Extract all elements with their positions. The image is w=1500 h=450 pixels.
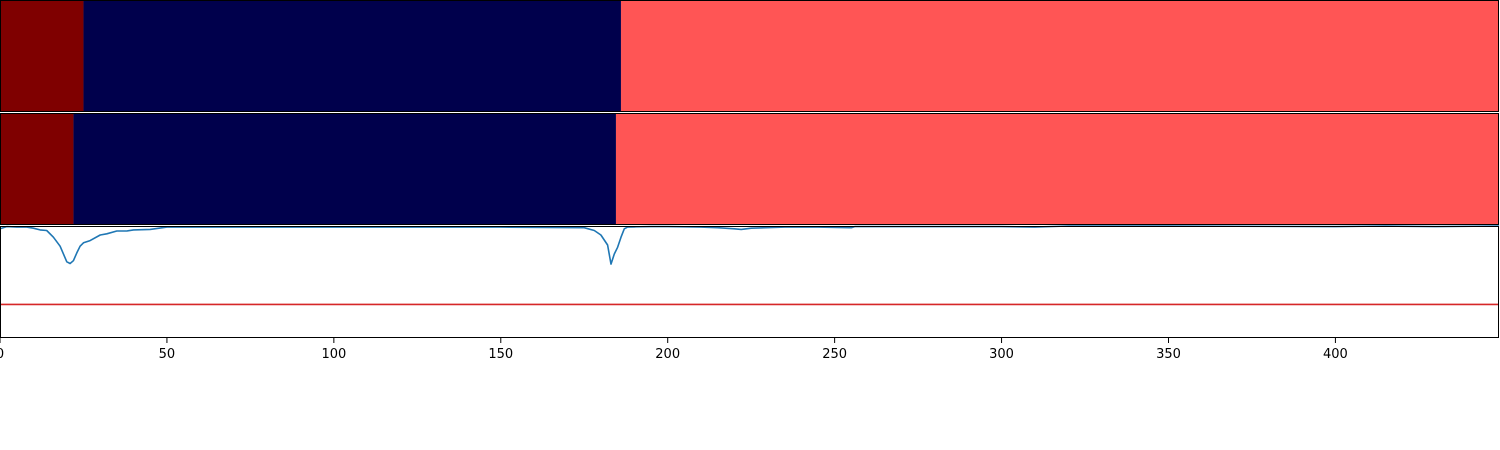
bar-top-segment-3 [620, 0, 1499, 112]
x-tick-label: 300 [989, 347, 1014, 362]
line-plot [0, 225, 1500, 338]
bar-middle-segment-2 [73, 113, 616, 225]
bar-middle-segment-1 [0, 113, 74, 225]
segmented-bar-middle [0, 113, 1499, 225]
x-tick-label: 400 [1323, 347, 1348, 362]
x-tick-label: 250 [822, 347, 847, 362]
plot-frame [0, 226, 1499, 338]
x-tick-label: 150 [488, 347, 513, 362]
segmented-bar-top [0, 0, 1499, 112]
x-tick-label: 350 [1156, 347, 1181, 362]
bar-top-frame [0, 0, 1499, 112]
x-axis: 0 50 100 150 200 250 300 350 400 [0, 338, 1348, 362]
x-tick-label: 100 [321, 347, 346, 362]
bar-middle-segment-3 [615, 113, 1499, 225]
bar-top-segment-1 [0, 0, 84, 112]
x-tick-label: 50 [159, 347, 176, 362]
x-tick-label: 0 [0, 347, 4, 362]
plot-background [0, 226, 1499, 338]
bar-middle-frame [0, 113, 1499, 225]
x-tick-label: 200 [655, 347, 680, 362]
series-line [0, 225, 1500, 265]
bar-top-segment-2 [83, 0, 621, 112]
